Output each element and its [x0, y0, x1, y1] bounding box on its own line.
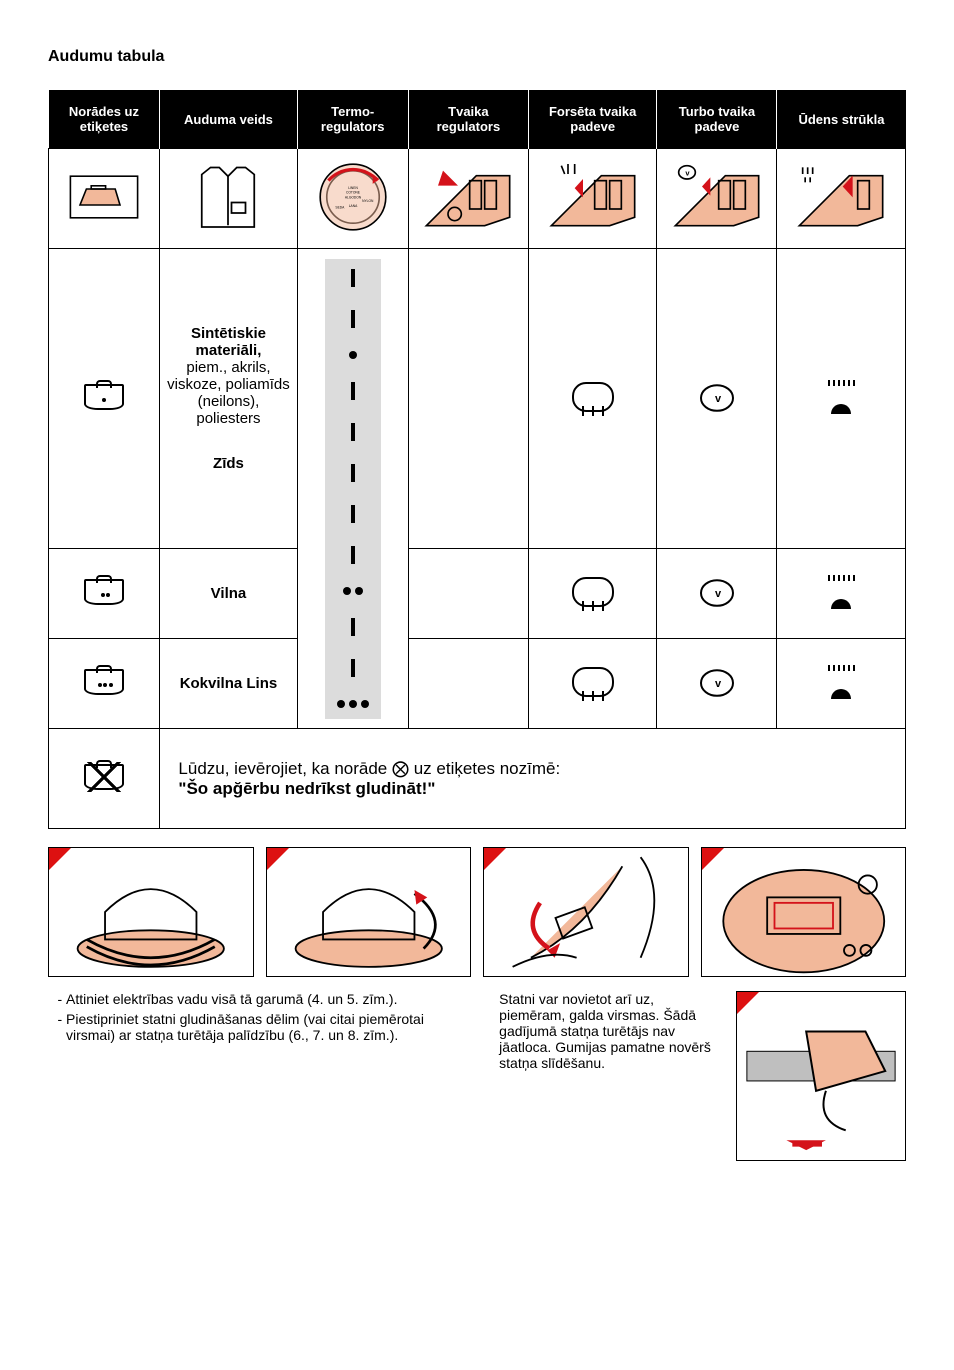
cell-spray	[777, 549, 906, 639]
th-thermo: Termo-regulators	[297, 90, 408, 149]
spray-icon	[821, 575, 861, 609]
cell-turbo: v	[657, 249, 777, 549]
cell-note: Lūdzu, ievērojiet, ka norāde ⨂ uz etiķet…	[160, 729, 906, 829]
figure-gallery	[48, 847, 906, 977]
cell-forced	[528, 249, 657, 549]
cell-label	[49, 729, 160, 829]
spray-icon	[821, 665, 861, 699]
cell-spray-icon	[777, 149, 906, 249]
figure-7	[701, 847, 907, 977]
iron-cross-icon	[84, 764, 124, 790]
figure-8	[736, 991, 906, 1161]
svg-text:LINEN: LINEN	[348, 185, 358, 189]
cell-blank	[408, 549, 528, 639]
svg-text:v: v	[685, 169, 690, 178]
cell-blank	[408, 639, 528, 729]
instructions-left: Attiniet elektrības vadu visā tā garumā …	[48, 991, 475, 1161]
cell-label-icon	[49, 149, 160, 249]
cell-steamreg-icon	[408, 149, 528, 249]
svg-text:LANA: LANA	[348, 203, 357, 207]
steam-icon	[572, 667, 614, 697]
th-steamreg: Tvaika regulators	[408, 90, 528, 149]
cell-fabric: Kokvilna Lins	[160, 639, 297, 729]
note-line2: "Šo apğērbu nedrīkst gludināt!"	[178, 779, 435, 798]
table-icon-row: LINENCOTONE ALGODON LANA NYLON SEDA	[49, 149, 906, 249]
fabric-bold: Sintētiskie materiāli,	[166, 325, 290, 359]
spray-icon	[821, 380, 861, 414]
cell-spray	[777, 249, 906, 549]
table-row: Vilna v	[49, 549, 906, 639]
svg-text:ALGODON: ALGODON	[345, 195, 362, 199]
cell-forced	[528, 639, 657, 729]
cell-turbo: v	[657, 549, 777, 639]
cell-spray	[777, 639, 906, 729]
cell-dial-icon: LINENCOTONE ALGODON LANA NYLON SEDA	[297, 149, 408, 249]
instruction-item: Piestipriniet statni gludināšanas dēlim …	[66, 1011, 475, 1043]
iron-two-dot-icon	[84, 579, 124, 605]
cell-forced-icon	[528, 149, 657, 249]
svg-text:v: v	[715, 393, 722, 405]
fabric-plain: piem., akrils, viskoze, poliamīds (neilo…	[166, 359, 290, 427]
iron-three-dot-icon	[84, 669, 124, 695]
cell-turbo-icon: v	[657, 149, 777, 249]
thermo-scale-icon	[325, 259, 381, 719]
cell-fabric: Vilna	[160, 549, 297, 639]
table-row: Kokvilna Lins v	[49, 639, 906, 729]
th-turbo: Turbo tvaika padeve	[657, 90, 777, 149]
table-row: Sintētiskie materiāli, piem., akrils, vi…	[49, 249, 906, 549]
steam-icon	[572, 382, 614, 412]
svg-text:COTONE: COTONE	[346, 190, 361, 194]
th-spray: Ūdens strūkla	[777, 90, 906, 149]
page-title: Audumu tabula	[48, 48, 906, 66]
instructions: Attiniet elektrības vadu visā tā garumā …	[48, 991, 906, 1161]
fabric-table: Norādes uz etiķetes Auduma veids Termo-r…	[48, 90, 906, 829]
cell-blank	[408, 249, 528, 549]
iron-one-dot-icon	[84, 384, 124, 410]
figure-4	[48, 847, 254, 977]
steam-icon	[572, 577, 614, 607]
table-note-row: Lūdzu, ievērojiet, ka norāde ⨂ uz etiķet…	[49, 729, 906, 829]
cell-forced	[528, 549, 657, 639]
figure-5	[266, 847, 472, 977]
cell-label	[49, 549, 160, 639]
cell-fabric: Sintētiskie materiāli, piem., akrils, vi…	[160, 249, 297, 549]
note-line1: Lūdzu, ievērojiet, ka norāde ⨂ uz etiķet…	[178, 759, 560, 778]
cell-shirt-icon	[160, 149, 297, 249]
th-fabric: Auduma veids	[160, 90, 297, 149]
svg-text:v: v	[715, 588, 722, 600]
table-header-row: Norādes uz etiķetes Auduma veids Termo-r…	[49, 90, 906, 149]
instructions-right: Statni var novietot arī uz, piemēram, ga…	[499, 991, 722, 1161]
cell-turbo: v	[657, 639, 777, 729]
instruction-item: Attiniet elektrības vadu visā tā garumā …	[66, 991, 475, 1007]
svg-text:NYLON: NYLON	[362, 198, 374, 202]
th-forced: Forsēta tvaika padeve	[528, 90, 657, 149]
cell-label	[49, 639, 160, 729]
svg-text:SEDA: SEDA	[335, 205, 345, 209]
figure-6	[483, 847, 689, 977]
th-label: Norādes uz etiķetes	[49, 90, 160, 149]
fabric-bold: Zīds	[166, 455, 290, 472]
cell-label	[49, 249, 160, 549]
cell-thermo	[297, 249, 408, 729]
svg-text:v: v	[715, 678, 722, 690]
